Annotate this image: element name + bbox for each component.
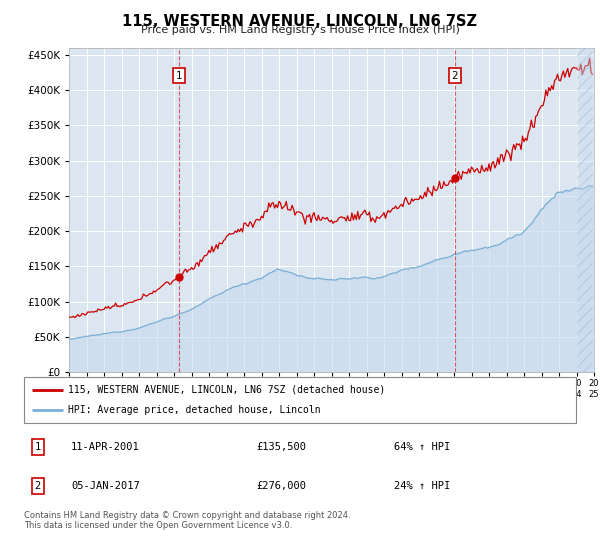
Text: 05-JAN-2017: 05-JAN-2017 (71, 480, 140, 491)
Text: 11-APR-2001: 11-APR-2001 (71, 442, 140, 452)
Text: £276,000: £276,000 (256, 480, 306, 491)
Text: £135,500: £135,500 (256, 442, 306, 452)
Text: 1: 1 (175, 71, 182, 81)
Text: 2: 2 (451, 71, 458, 81)
FancyBboxPatch shape (24, 377, 576, 423)
Text: 115, WESTERN AVENUE, LINCOLN, LN6 7SZ (detached house): 115, WESTERN AVENUE, LINCOLN, LN6 7SZ (d… (68, 385, 385, 395)
Text: Contains HM Land Registry data © Crown copyright and database right 2024.
This d: Contains HM Land Registry data © Crown c… (24, 511, 350, 530)
Text: 115, WESTERN AVENUE, LINCOLN, LN6 7SZ: 115, WESTERN AVENUE, LINCOLN, LN6 7SZ (122, 14, 478, 29)
Text: 2: 2 (35, 480, 41, 491)
Text: 24% ↑ HPI: 24% ↑ HPI (394, 480, 450, 491)
Text: Price paid vs. HM Land Registry's House Price Index (HPI): Price paid vs. HM Land Registry's House … (140, 25, 460, 35)
Text: 64% ↑ HPI: 64% ↑ HPI (394, 442, 450, 452)
Text: 1: 1 (35, 442, 41, 452)
Text: HPI: Average price, detached house, Lincoln: HPI: Average price, detached house, Linc… (68, 405, 321, 416)
